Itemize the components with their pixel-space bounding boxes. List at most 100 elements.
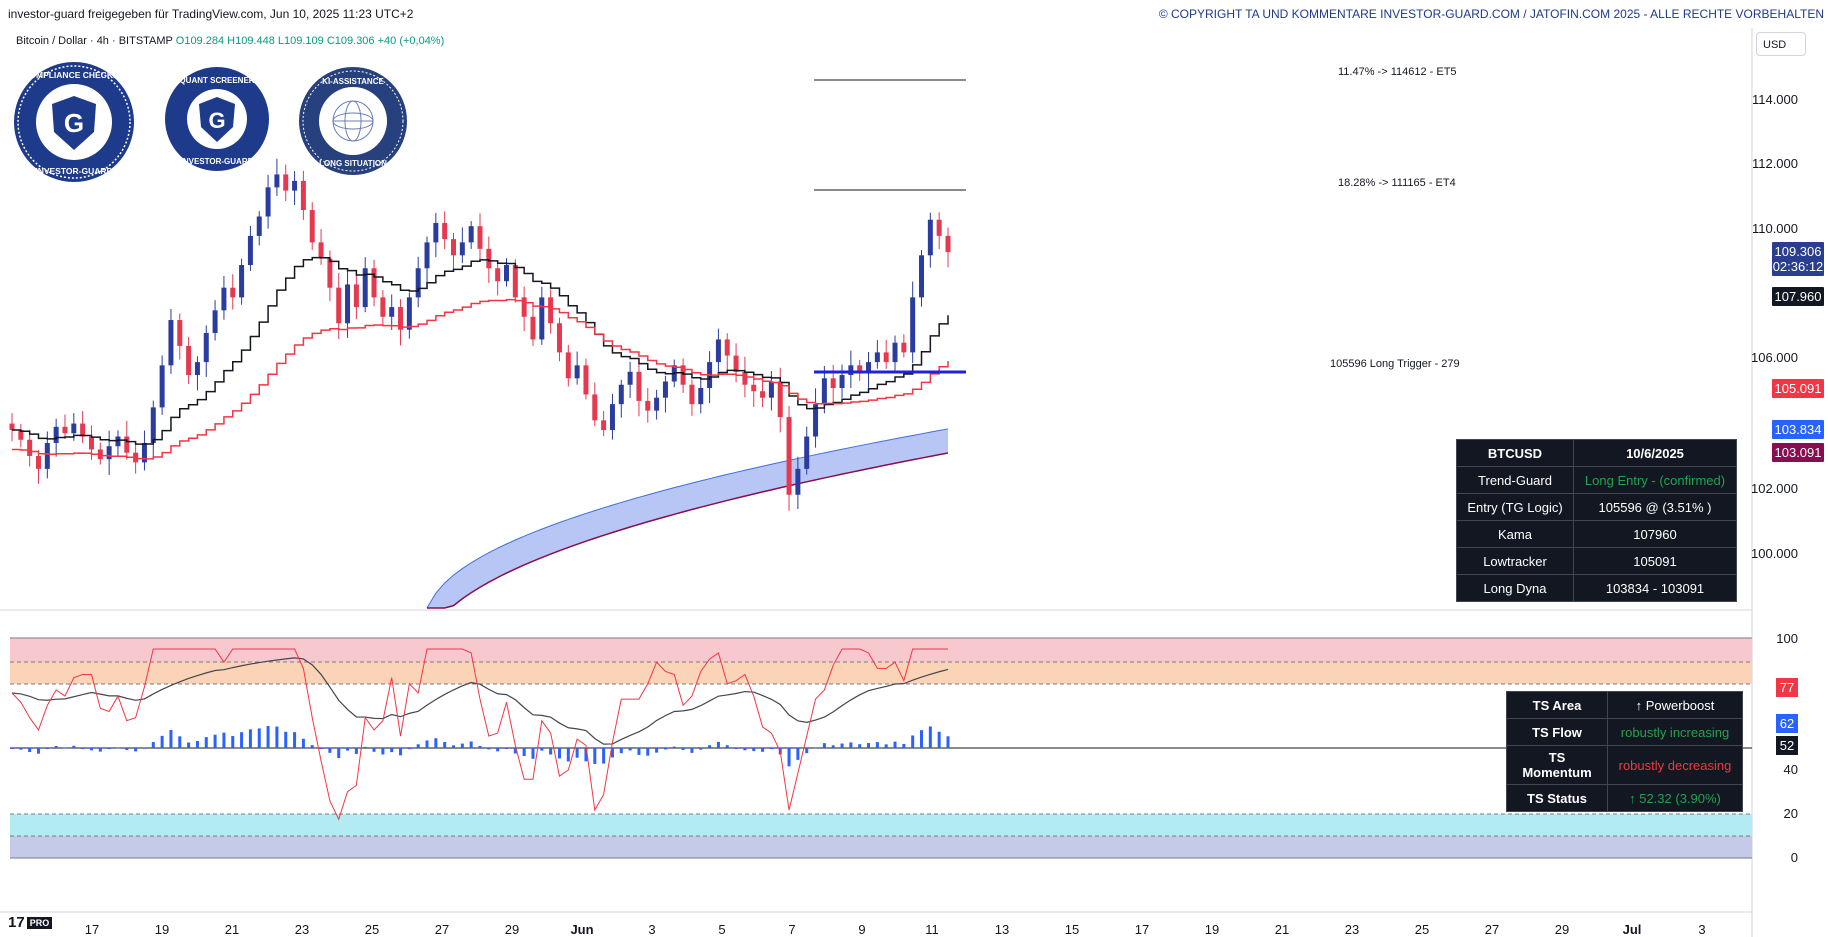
osc-histogram-bar [796, 748, 800, 760]
candle-body [477, 226, 483, 249]
ohlc-values: O109.284 H109.448 L109.109 C109.306 +40 … [175, 35, 445, 47]
price-tick: 102.000 [1751, 481, 1798, 496]
badge-top-text: KI-ASSISTANCE [322, 77, 384, 86]
osc-histogram-bar [399, 748, 403, 756]
table-value: 10/6/2025 [1573, 439, 1737, 467]
table-row: Lowtracker 105091 [1456, 547, 1737, 575]
price-tick: 110.000 [1751, 221, 1798, 236]
indicator-lines [12, 256, 949, 460]
osc-histogram-bar [213, 734, 217, 748]
candle-body [9, 423, 15, 431]
candle-body [186, 345, 192, 376]
candle-body [265, 187, 271, 217]
candle-body [71, 423, 77, 434]
badge-bottom-text: INVESTOR-GUARD [181, 157, 254, 166]
osc-histogram-bar [301, 738, 305, 748]
candle-body [18, 430, 24, 440]
osc-histogram-bar [531, 748, 535, 759]
candle-body [239, 265, 245, 298]
table-value: Long Entry - (confirmed) [1573, 466, 1737, 494]
candle-body [839, 375, 845, 388]
candle-body [919, 255, 925, 298]
candle-body [353, 284, 359, 308]
candle-body [309, 210, 315, 243]
candle-body [292, 180, 298, 191]
osc-histogram-bar [593, 748, 597, 764]
osc-histogram-bar [761, 748, 765, 752]
osc-histogram-bar [284, 731, 288, 748]
candle-body [230, 287, 236, 298]
time-tick: 17 [84, 922, 100, 937]
badge-top-text: COMPLIANCE CHECKED [23, 70, 125, 80]
osc-histogram-bar [19, 748, 23, 750]
candles [9, 158, 951, 511]
table-key: TS Flow [1506, 718, 1608, 746]
tradingview-logo[interactable]: 17 PRO [8, 914, 53, 931]
badge-top-text: QUANT SCREENER [179, 76, 254, 85]
candle-body [627, 371, 633, 385]
time-tick: 3 [648, 922, 656, 937]
osc-histogram-bar [716, 741, 720, 748]
osc-histogram-bar [911, 735, 915, 748]
osc-histogram-bar [496, 748, 500, 752]
osc-histogram-bar [337, 748, 341, 759]
publish-info: investor-guard freigegeben für TradingVi… [8, 7, 414, 21]
osc-histogram-bar [637, 748, 641, 755]
candle-body [521, 297, 527, 317]
osc-histogram-bar [478, 745, 482, 748]
candle-body [751, 384, 757, 392]
osc-histogram-bar [663, 748, 667, 750]
osc-histogram-bar [628, 748, 632, 751]
candle-body [910, 297, 916, 353]
osc-histogram-bar [646, 748, 650, 756]
candle-body [724, 339, 730, 356]
table-key: Lowtracker [1456, 547, 1574, 575]
time-tick: 3 [1698, 922, 1706, 937]
osc-histogram-bar [443, 742, 447, 748]
candle-body [495, 268, 501, 282]
osc-histogram-bar [36, 748, 40, 754]
candle-body [203, 332, 209, 363]
osc-histogram-bar [248, 729, 252, 748]
quant-screener-badge: G QUANT SCREENER INVESTOR-GUARD [165, 67, 269, 171]
candle-body [327, 258, 333, 288]
symbol-legend[interactable]: Bitcoin / Dollar · 4h · BITSTAMP O109.28… [16, 35, 444, 47]
table-key: Trend-Guard [1456, 466, 1574, 494]
g-shield-icon [199, 97, 235, 142]
candle-body [698, 387, 704, 405]
osc-histogram-bar [487, 748, 491, 750]
osc-histogram-bar [63, 747, 67, 749]
osc-histogram-bar [867, 743, 871, 748]
compliance-badge: G COMPLIANCE CHECKED INVESTOR-GUARD [14, 62, 134, 182]
table-key: TS Momentum [1506, 745, 1608, 785]
osc-histogram-bar [204, 737, 208, 748]
candle-body [318, 242, 324, 259]
candle-body [44, 442, 50, 469]
price-tick: 100.000 [1751, 546, 1798, 561]
table-value: 105596 @ (3.51% ) [1573, 493, 1737, 521]
osc-histogram-bar [346, 748, 350, 751]
time-tick: 27 [434, 922, 450, 937]
oversold-zone-top [10, 814, 1752, 836]
table-row: TS Momentum robustly decreasing [1506, 745, 1743, 785]
osc-histogram-bar [602, 748, 606, 764]
candle-body [804, 436, 810, 469]
candle-body [300, 180, 306, 211]
osc-histogram-bar [522, 748, 526, 757]
candle-body [715, 339, 721, 363]
osc-histogram-bar [690, 748, 694, 753]
symbol-name: Bitcoin / Dollar · 4h · BITSTAMP [16, 35, 173, 47]
currency-selector[interactable]: USD [1756, 32, 1806, 56]
candle-body [848, 365, 854, 376]
candle-body [53, 426, 59, 443]
time-tick: 9 [858, 922, 866, 937]
time-tick: 25 [364, 922, 380, 937]
osc-tick: 20 [1783, 806, 1798, 821]
osc-histogram-bar [875, 742, 879, 748]
ts-table: TS Area ↑ Powerboost TS Flow robustly incr… [1506, 691, 1743, 812]
osc-histogram-bar [902, 743, 906, 748]
osc-histogram-bar [858, 744, 862, 748]
candle-body [830, 378, 836, 388]
candle-body [247, 235, 253, 266]
